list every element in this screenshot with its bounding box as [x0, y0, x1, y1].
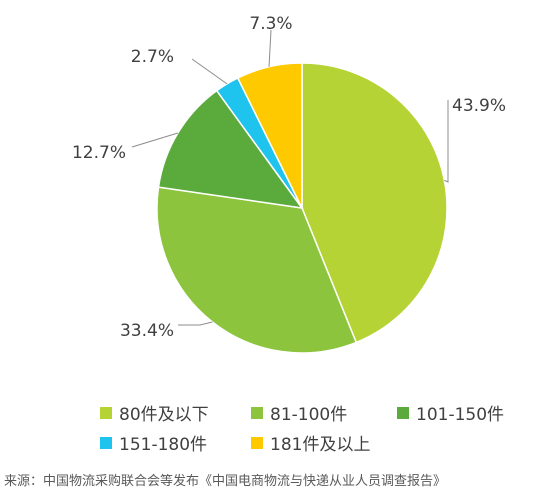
legend-item-80-and-below: 80件及以下 [100, 400, 209, 425]
legend-item-81-100: 81-100件 [251, 400, 347, 425]
legend-label: 181件及以上 [270, 435, 371, 455]
source-note: 来源：中国物流采购联合会等发布《中国电商物流与快递从业人员调查报告》 [4, 474, 447, 489]
slice-value-label: 12.7% [72, 143, 126, 163]
pie-chart: 43.9% 33.4% 12.7% 2.7% 7.3% [72, 14, 506, 354]
leader-line [444, 100, 449, 183]
slice-value-label: 43.9% [452, 96, 506, 116]
legend-swatch [100, 436, 112, 449]
leader-line [268, 29, 272, 67]
leader-line [131, 132, 179, 148]
legend-label: 81-100件 [270, 405, 348, 425]
legend-item-101-150: 101-150件 [397, 400, 504, 425]
chart-legend: 80件及以下 81-100件 101-150件 151-180件 181件及以上 [0, 388, 540, 455]
slice-value-label: 33.4% [120, 321, 174, 341]
legend-label: 80件及以下 [119, 405, 209, 425]
legend-item-181-and-above: 181件及以上 [251, 430, 370, 455]
legend-swatch [251, 406, 263, 419]
legend-item-151-180: 151-180件 [100, 430, 207, 455]
legend-swatch [397, 406, 409, 419]
legend-swatch [251, 436, 263, 449]
leader-line [178, 321, 213, 326]
legend-label: 151-180件 [119, 435, 208, 455]
pie-slice [236, 62, 303, 209]
slice-value-label: 2.7% [131, 47, 174, 67]
leader-line [191, 58, 228, 85]
legend-label: 101-150件 [416, 405, 505, 425]
slice-value-label: 7.3% [249, 14, 292, 34]
pie-slice [156, 186, 358, 354]
legend-swatch [100, 406, 112, 419]
